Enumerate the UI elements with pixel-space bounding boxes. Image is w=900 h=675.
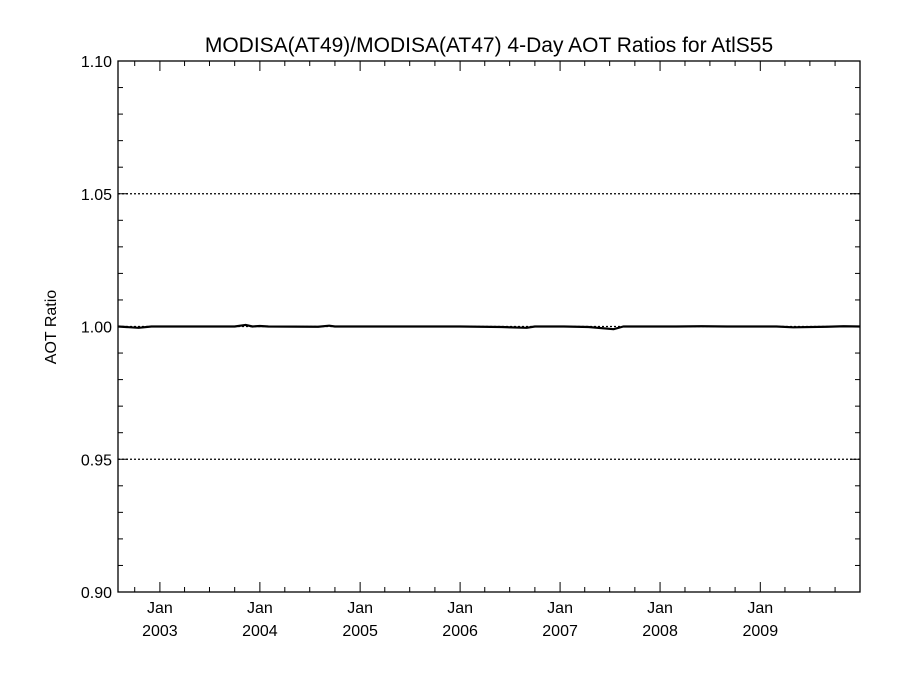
x-tick-year: 2009: [743, 623, 779, 640]
series-line: [117, 323, 861, 331]
x-tick-month: Jan: [747, 600, 773, 617]
y-axis-label: AOT Ratio: [43, 290, 60, 365]
x-tick-month: Jan: [647, 600, 673, 617]
y-tick-label: 0.90: [81, 585, 112, 602]
x-tick-year: 2006: [442, 623, 478, 640]
x-tick-year: 2007: [542, 623, 578, 640]
tick-labels: 0.90 0.95 1.00 1.05 1.10 Jan 2003 Jan 2004 Jan 200…: [81, 54, 778, 640]
x-tick-month: Jan: [347, 600, 373, 617]
y-tick-label: 1.00: [81, 320, 112, 337]
series-layer: [117, 323, 861, 331]
x-tick-month: Jan: [447, 600, 473, 617]
y-tick-label: 1.10: [81, 54, 112, 71]
x-tick-year: 2008: [642, 623, 678, 640]
y-tick-label: 1.05: [81, 187, 112, 204]
x-tick-year: 2003: [142, 623, 178, 640]
plot-frame: [117, 60, 861, 593]
x-tick-year: 2004: [242, 623, 278, 640]
x-tick-month: Jan: [147, 600, 173, 617]
x-tick-year: 2005: [342, 623, 378, 640]
chart-title: MODISA(AT49)/MODISA(AT47) 4-Day AOT Rati…: [205, 34, 773, 57]
x-tick-month: Jan: [247, 600, 273, 617]
y-tick-label: 0.95: [81, 452, 112, 469]
x-tick-month: Jan: [547, 600, 573, 617]
